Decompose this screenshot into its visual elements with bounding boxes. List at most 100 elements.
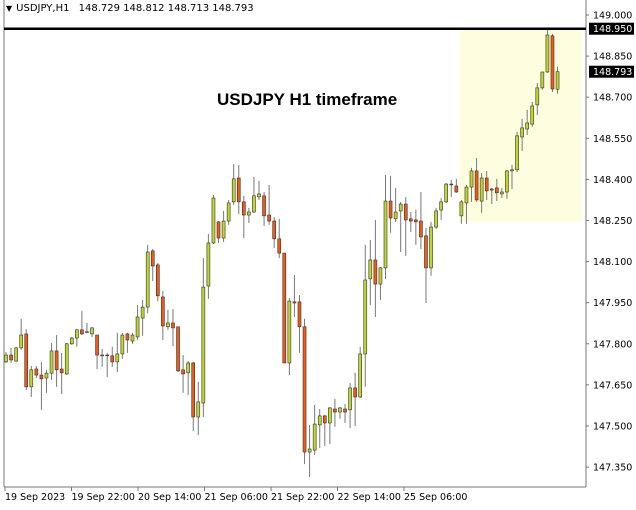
candle — [247, 207, 251, 223]
y-tick-label: 148.250 — [593, 216, 632, 227]
candle — [64, 342, 69, 376]
bull-candle-body — [231, 178, 236, 203]
candle — [459, 199, 464, 224]
candle — [44, 369, 49, 393]
candle — [388, 175, 393, 233]
bull-candle-body — [49, 350, 54, 374]
y-tick-label: 147.500 — [593, 422, 632, 433]
candle — [484, 170, 489, 200]
candle — [166, 309, 170, 330]
bear-candle-body — [302, 326, 307, 453]
candle — [69, 336, 74, 345]
candle — [414, 209, 418, 245]
candle — [34, 365, 39, 379]
bull-candle-body — [515, 135, 519, 171]
bear-candle-body — [373, 259, 378, 285]
bear-candle-body — [105, 354, 109, 357]
bear-candle-body — [297, 301, 302, 328]
candle — [39, 361, 44, 410]
bull-candle-body — [44, 372, 49, 379]
candle — [469, 167, 474, 202]
bull-candle-body — [130, 334, 135, 342]
bear-candle-body — [80, 329, 84, 335]
bear-candle-body — [216, 221, 221, 239]
candle — [135, 304, 140, 340]
candle — [328, 407, 332, 445]
bull-candle-body — [166, 322, 170, 328]
bear-candle-body — [150, 250, 155, 267]
chart-header: ▼ USDJPY,H1 148.729 148.812 148.713 148.7… — [6, 3, 254, 14]
candle — [550, 33, 555, 92]
bear-candle-body — [388, 200, 393, 219]
bear-candle-body — [242, 201, 246, 216]
dropdown-triangle-icon[interactable]: ▼ — [6, 4, 13, 13]
candle — [4, 352, 8, 363]
bull-candle-body — [459, 201, 464, 217]
candle — [287, 298, 292, 376]
candle — [161, 290, 165, 340]
candle — [206, 233, 211, 299]
bull-candle-body — [510, 169, 514, 172]
candle — [424, 227, 428, 303]
candle — [85, 322, 89, 333]
bull-candle-body — [186, 362, 190, 374]
bear-candle-body — [236, 177, 241, 203]
candle — [272, 216, 276, 248]
bear-candle-body — [156, 264, 160, 297]
y-tick-label: 149.000 — [593, 11, 632, 22]
candle — [322, 415, 327, 447]
candle — [535, 82, 540, 116]
bull-candle-body — [363, 279, 368, 355]
open-value: 148.729 — [78, 3, 120, 14]
candle — [90, 326, 94, 337]
candle — [231, 164, 236, 205]
bear-candle-body — [489, 188, 494, 191]
bear-candle-body — [424, 235, 428, 269]
bull-candle-body — [211, 197, 216, 244]
x-tick-label: 21 Sep 06:00 — [205, 492, 268, 503]
bull-candle-body — [469, 170, 474, 188]
candle — [130, 332, 135, 344]
y-tick-label: 147.350 — [593, 463, 632, 474]
horizontal-line-price-label-bg — [589, 22, 634, 35]
candle — [292, 275, 297, 317]
candle — [211, 195, 216, 245]
bull-candle-body — [226, 202, 231, 222]
current-price-label-bg — [589, 65, 634, 78]
chart-title: USDJPY H1 timeframe — [217, 90, 397, 109]
bull-candle-body — [221, 220, 226, 239]
bear-candle-body — [550, 35, 555, 90]
bull-candle-body — [196, 401, 201, 418]
candle — [419, 192, 423, 249]
candle — [454, 178, 459, 193]
candle — [515, 131, 519, 173]
bear-candle-body — [474, 170, 479, 201]
candle — [171, 309, 175, 346]
bull-candle-body — [4, 354, 8, 363]
candle — [429, 221, 433, 276]
x-tick-label: 22 Sep 14:00 — [338, 492, 401, 503]
candle — [444, 182, 449, 203]
candle — [150, 248, 155, 282]
bull-candle-body — [64, 343, 69, 375]
candle — [464, 184, 469, 224]
x-tick-label: 25 Sep 06:00 — [404, 492, 467, 503]
bull-candle-body — [328, 407, 332, 424]
bear-candle-body — [24, 333, 29, 388]
bull-candle-body — [525, 122, 529, 130]
candle — [191, 361, 196, 431]
bull-candle-body — [257, 193, 261, 198]
candle — [520, 118, 524, 151]
bull-candle-body — [505, 170, 509, 193]
x-tick-label: 19 Sep 2023 — [5, 492, 65, 503]
bull-candle-body — [444, 183, 449, 203]
y-tick-label: 147.950 — [593, 298, 632, 309]
bull-candle-body — [317, 415, 322, 426]
candle — [449, 179, 454, 197]
candle — [500, 187, 504, 199]
bear-candle-body — [282, 252, 287, 364]
bear-candle-body — [292, 301, 297, 304]
candle — [156, 262, 160, 302]
bull-candle-body — [398, 203, 403, 212]
